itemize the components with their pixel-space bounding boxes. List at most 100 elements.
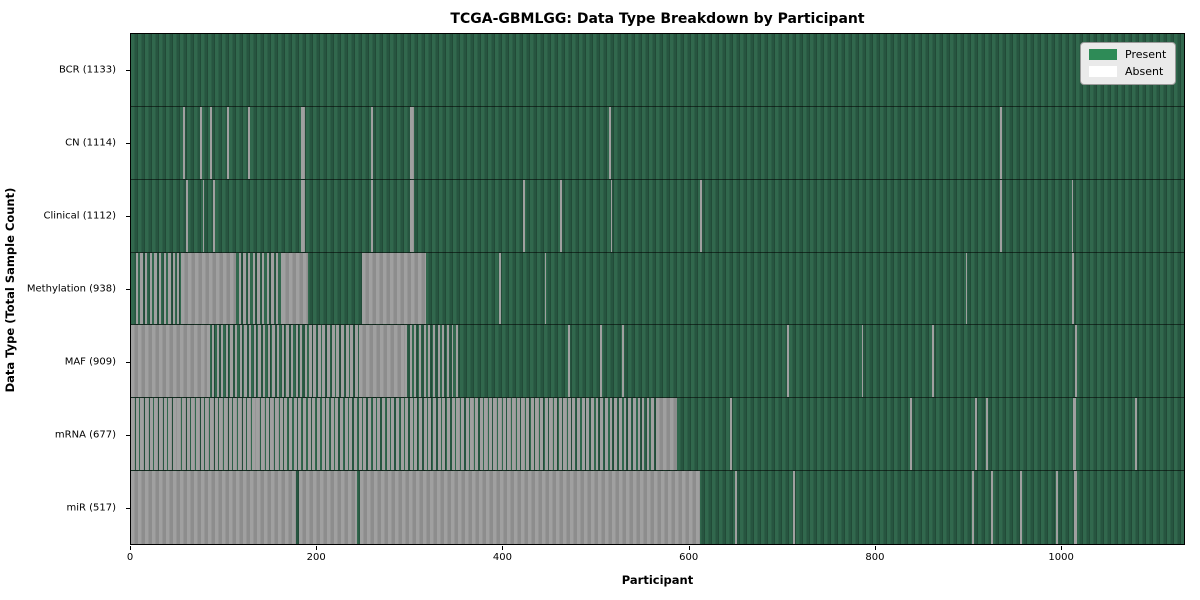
absent-segment [544, 252, 547, 325]
absent-segment [428, 398, 432, 471]
absent-segment [544, 398, 549, 471]
absent-segment [370, 106, 373, 179]
absent-segment [154, 398, 158, 471]
absent-segment [567, 325, 570, 398]
present-swatch [1089, 49, 1117, 60]
absent-segment [358, 398, 362, 471]
absent-segment [409, 179, 414, 252]
heatmap-row-cn [131, 106, 1184, 180]
absent-segment [158, 398, 163, 471]
absent-segment [235, 325, 238, 398]
absent-segment [621, 325, 624, 398]
absent-segment [288, 398, 292, 471]
absent-segment [172, 398, 177, 471]
absent-segment [553, 398, 558, 471]
absent-segment [301, 179, 305, 252]
absent-segment [558, 398, 562, 471]
absent-segment [525, 398, 530, 471]
legend: Present Absent [1080, 42, 1177, 85]
absent-segment [381, 398, 385, 471]
absent-segment [237, 398, 242, 471]
y-tick-label: Clinical (1112) [43, 210, 117, 222]
absent-segment [699, 179, 702, 252]
absent-segment [191, 398, 196, 471]
absent-segment [646, 398, 650, 471]
absent-segment [433, 325, 435, 398]
absent-segment [414, 398, 418, 471]
x-tick-mark [130, 546, 131, 550]
absent-segment [344, 398, 348, 471]
absent-segment [266, 252, 269, 325]
absent-segment [286, 325, 289, 398]
absent-segment [135, 252, 139, 325]
absent-segment [456, 398, 460, 471]
absent-segment [442, 398, 446, 471]
absent-segment [177, 252, 180, 325]
absent-segment [261, 398, 265, 471]
absent-segment [341, 325, 345, 398]
absent-segment [990, 471, 993, 544]
absent-segment [270, 398, 275, 471]
absent-segment [502, 398, 507, 471]
absent-segment [313, 325, 317, 398]
absent-segment [158, 252, 162, 325]
absent-segment [205, 398, 210, 471]
absent-segment [316, 398, 320, 471]
x-tick-label: 400 [492, 552, 512, 563]
absent-segment [999, 106, 1002, 179]
absent-segment [272, 325, 275, 398]
x-tick-mark [1061, 546, 1063, 550]
absent-segment [183, 106, 185, 179]
absent-segment [792, 471, 795, 544]
absent-swatch [1089, 66, 1117, 77]
absent-segment [730, 398, 733, 471]
absent-segment [405, 325, 407, 398]
absent-segment [216, 325, 219, 398]
absent-segment [214, 398, 219, 471]
y-tick-mark [126, 142, 130, 144]
absent-segment [223, 398, 228, 471]
absent-segment [608, 106, 611, 179]
absent-segment [275, 398, 279, 471]
absent-segment [301, 106, 305, 179]
absent-segment [637, 398, 640, 471]
absent-segment [281, 325, 284, 398]
absent-segment [186, 398, 191, 471]
absent-segment [451, 325, 454, 398]
chart-title: TCGA-GBMLGG: Data Type Breakdown by Part… [450, 11, 865, 27]
absent-segment [248, 106, 250, 179]
absent-segment [437, 325, 440, 398]
absent-segment [560, 179, 563, 252]
heatmap-row-mrna [131, 398, 1184, 472]
absent-segment [299, 471, 357, 544]
absent-segment [577, 398, 580, 471]
x-axis-ticks: 0 200 400 600 800 1000 [127, 546, 1185, 576]
absent-segment [302, 398, 306, 471]
absent-segment [144, 252, 148, 325]
absent-segment [423, 398, 427, 471]
absent-segment [226, 106, 229, 179]
x-tick-mark [502, 546, 504, 550]
absent-segment [238, 252, 242, 325]
absent-segment [135, 398, 140, 471]
absent-segment [549, 398, 553, 471]
absent-segment [336, 325, 340, 398]
absent-segment [932, 325, 934, 398]
absent-segment [523, 179, 526, 252]
absent-segment [535, 398, 539, 471]
absent-segment [168, 398, 172, 471]
absent-segment [253, 325, 256, 398]
absent-segment [609, 398, 613, 471]
absent-segment [1072, 252, 1075, 325]
absent-segment [247, 398, 251, 471]
absent-segment [460, 398, 465, 471]
absent-segment [600, 325, 603, 398]
absent-segment [211, 325, 215, 398]
legend-label-present: Present [1125, 48, 1167, 61]
x-tick-label: 800 [865, 552, 885, 563]
x-tick-label: 600 [679, 552, 699, 563]
absent-segment [262, 325, 266, 398]
absent-segment [409, 325, 412, 398]
x-tick-label: 1000 [1048, 552, 1074, 563]
